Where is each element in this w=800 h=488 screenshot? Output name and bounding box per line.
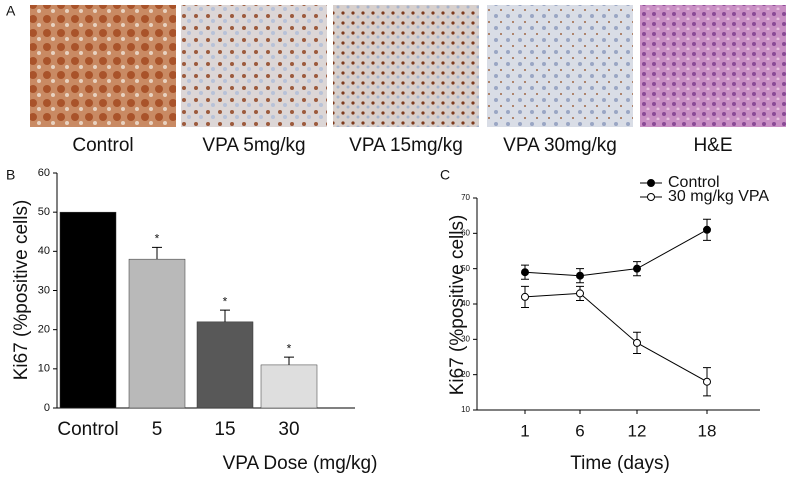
x-axis-label: VPA Dose (mg/kg): [223, 453, 378, 474]
y-tick-label: 40: [461, 299, 470, 308]
image: [333, 5, 479, 127]
y-axis-label: Ki67 (%positive cells): [11, 200, 32, 381]
annotation: *: [155, 232, 160, 246]
x-tick-label: 30: [278, 419, 299, 440]
caption: VPA 15mg/kg: [349, 135, 463, 156]
image: [30, 5, 176, 127]
y-tick-label: 30: [461, 334, 470, 343]
bar: [260, 364, 318, 409]
x-tick-label: 6: [575, 421, 584, 440]
x-axis-label: Time (days): [570, 453, 670, 474]
marker: [576, 289, 584, 298]
error-bar: [220, 309, 230, 322]
annotation: *: [287, 341, 292, 355]
error-bar: [284, 356, 294, 365]
panel-label: A: [6, 3, 16, 19]
x-tick-label: 5: [152, 419, 163, 440]
line: [524, 292, 708, 383]
x-tick-label: 15: [214, 419, 235, 440]
x-tick-label: 12: [628, 421, 647, 440]
image: [181, 5, 327, 127]
bar: [196, 321, 254, 409]
caption: VPA 5mg/kg: [202, 135, 305, 156]
error-bar: [152, 246, 162, 260]
y-tick-label: 70: [461, 193, 470, 202]
x-tick-label: Control: [57, 419, 118, 440]
bar: [59, 211, 117, 409]
bar: [128, 258, 186, 409]
image: [640, 5, 786, 127]
marker: [521, 268, 529, 277]
axis: [476, 198, 760, 411]
y-axis-label: Ki67 (%positive cells): [447, 215, 468, 396]
caption: Control: [72, 135, 133, 156]
marker: [576, 271, 584, 280]
legend-label: 30 mg/kg VPA: [668, 188, 769, 205]
y-tick-label: 20: [461, 370, 470, 379]
legend-marker: [647, 179, 655, 187]
y-tick-label: 30: [38, 284, 50, 296]
marker: [703, 225, 711, 234]
x-tick-label: 1: [520, 421, 529, 440]
caption: H&E: [693, 135, 732, 156]
marker: [633, 338, 641, 347]
y-tick-label: 40: [38, 245, 50, 257]
panel-label: B: [6, 167, 15, 183]
y-tick-label: 60: [461, 228, 470, 237]
micrographs: [30, 5, 786, 127]
panel-label: C: [440, 167, 450, 183]
y-tick-label: 0: [44, 402, 50, 414]
y-tick-label: 50: [38, 206, 50, 218]
legend-label: Control: [668, 174, 720, 191]
legend-marker: [647, 193, 655, 201]
annotation: *: [223, 294, 228, 308]
marker: [633, 264, 641, 273]
y-tick-label: 10: [38, 363, 50, 375]
y-tick-label: 60: [38, 167, 50, 179]
image: [487, 5, 633, 127]
marker: [703, 377, 711, 386]
line: [524, 229, 708, 277]
x-tick-label: 18: [698, 421, 717, 440]
caption: VPA 30mg/kg: [503, 135, 617, 156]
marker: [521, 292, 529, 301]
y-tick-label: 20: [38, 324, 50, 336]
y-tick-label: 10: [461, 405, 470, 414]
y-tick-label: 50: [461, 264, 470, 273]
